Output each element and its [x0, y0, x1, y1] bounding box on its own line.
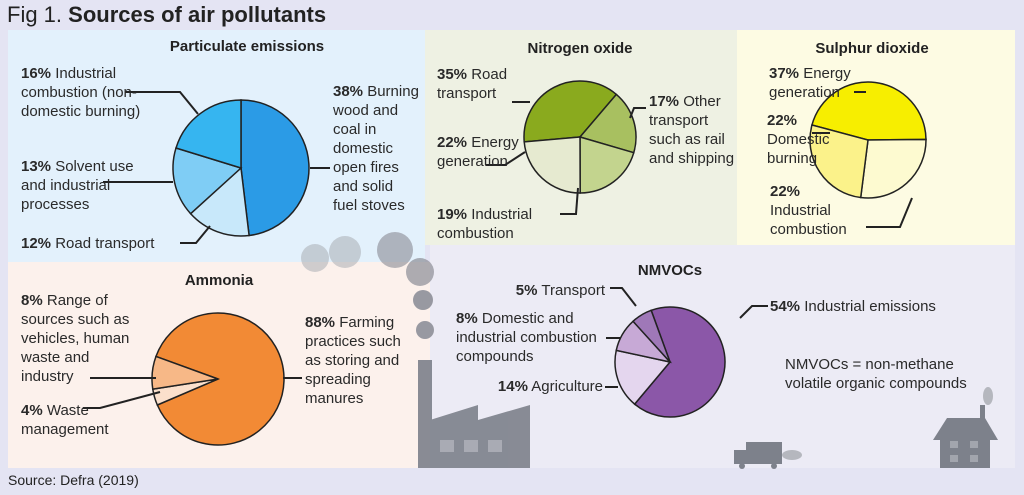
label-nmvoc-domestic: 8% Domestic and industrial combustion co…: [456, 310, 597, 365]
pie-slice-nitrogen-3: [523, 136, 581, 194]
pie-particulate: [172, 99, 310, 237]
pie-slice-particulate-2: [172, 147, 243, 215]
pie-ammonia: [151, 312, 285, 446]
pie-slice-nitrogen-1: [578, 93, 637, 154]
label-ammonia-range: 8% Range of sources such as vehicles, hu…: [21, 292, 130, 385]
pie-slice-nitrogen-0: [523, 80, 618, 143]
label-particulate-road: 12% Road transport: [21, 235, 155, 252]
pie-sulphur: [809, 81, 927, 199]
leader-lines: [83, 91, 913, 409]
label-sulphur-domestic: 22% Domestic burning: [767, 112, 830, 167]
label-sulphur-industrial: 22% Industrial combustion: [770, 183, 847, 238]
truck-icon: [734, 442, 802, 469]
nmvoc-note: NMVOCs = non-methane volatile organic co…: [785, 356, 967, 392]
label-nitrogen-road: 35% Road transport: [437, 66, 508, 102]
label-sulphur-energy: 37% Energy generation: [769, 65, 851, 101]
label-particulate-burning: 38% Burning wood and coal in domestic op…: [333, 83, 419, 214]
label-particulate-solvent: 13% Solvent use and industrial processes: [21, 158, 134, 213]
factory-icon: [301, 232, 530, 468]
label-nmvoc-agriculture: 14% Agriculture: [497, 378, 603, 395]
pie-title-nmvoc: NMVOCs: [637, 262, 703, 279]
label-nmvoc-industrial: 54% Industrial emissions: [770, 298, 936, 315]
pie-slice-sulphur-0: [811, 81, 927, 141]
pie-slice-sulphur-2: [809, 124, 869, 199]
label-particulate-industrial: 16% Industrial combustion (non-domestic …: [21, 65, 141, 120]
pie-nmvoc: [614, 306, 726, 418]
label-nitrogen-industrial: 19% Industrial combustion: [437, 206, 533, 242]
pie-slice-particulate-3: [175, 99, 242, 170]
label-ammonia-waste: 4% Waste management: [21, 402, 109, 438]
figure-title: Fig 1. Sources of air pollutants: [7, 2, 326, 28]
pie-title-nitrogen: Nitrogen oxide: [527, 40, 633, 57]
figure-number: Fig 1.: [7, 2, 63, 27]
source-note: Source: Defra (2019): [8, 472, 139, 488]
label-ammonia-farming: 88% Farming practices such as storing an…: [305, 314, 401, 407]
pie-title-ammonia: Ammonia: [184, 272, 254, 289]
pie-title-particulate: Particulate emissions: [169, 38, 325, 55]
figure-title-text: Sources of air pollutants: [68, 2, 327, 27]
house-icon: [933, 387, 998, 468]
pie-slice-ammonia-2: [151, 355, 219, 390]
pie-slice-sulphur-1: [859, 138, 927, 199]
label-nmvoc-transport: 5% Transport: [515, 282, 605, 299]
label-nitrogen-energy: 22% Energy generation: [437, 134, 519, 170]
pie-slice-particulate-1: [189, 166, 250, 237]
pie-slice-nmvoc-0: [633, 306, 726, 418]
pie-title-sulphur: Sulphur dioxide: [815, 40, 929, 57]
pie-slice-nmvoc-3: [631, 309, 671, 363]
label-nitrogen-other: 17% Other transport such as rail and shi…: [649, 93, 735, 167]
pie-slice-particulate-0: [240, 99, 310, 237]
pie-nitrogen: [523, 80, 637, 194]
pie-slice-nitrogen-2: [579, 135, 635, 194]
pie-slice-nmvoc-1: [614, 349, 672, 406]
